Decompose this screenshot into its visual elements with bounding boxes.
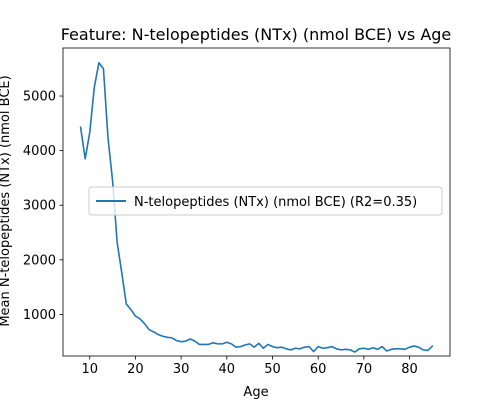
y-tick-label: 1000 — [23, 308, 56, 323]
x-tick-label: 10 — [81, 362, 98, 377]
x-axis-label: Age — [243, 385, 268, 400]
plot-frame — [62, 47, 451, 357]
legend-frame — [88, 186, 443, 216]
y-tick-label: 4000 — [23, 144, 56, 159]
x-tick-label: 60 — [310, 362, 327, 377]
series-line — [79, 61, 434, 353]
x-axis-ticks: 10 20 30 40 50 60 70 80 — [81, 356, 418, 377]
y-tick-label: 3000 — [23, 199, 56, 214]
x-tick-label: 80 — [401, 362, 418, 377]
series-layer — [79, 61, 434, 353]
x-tick-label: 20 — [127, 362, 144, 377]
x-tick-label: 50 — [264, 362, 281, 377]
legend: N-telopeptides (NTx) (nmol BCE) (R2=0.35… — [88, 186, 443, 216]
y-axis-label: Mean N-telopeptides (NTx) (nmol BCE) — [0, 75, 13, 326]
legend-label: N-telopeptides (NTx) (nmol BCE) (R2=0.35… — [134, 195, 417, 210]
x-tick-label: 40 — [219, 362, 236, 377]
chart-title: Feature: N-telopeptides (NTx) (nmol BCE)… — [61, 25, 452, 44]
x-tick-label: 70 — [356, 362, 373, 377]
y-tick-label: 2000 — [23, 253, 56, 268]
y-axis-ticks: 1000 2000 3000 4000 5000 — [23, 90, 63, 323]
x-tick-label: 30 — [173, 362, 190, 377]
y-tick-label: 5000 — [23, 90, 56, 105]
